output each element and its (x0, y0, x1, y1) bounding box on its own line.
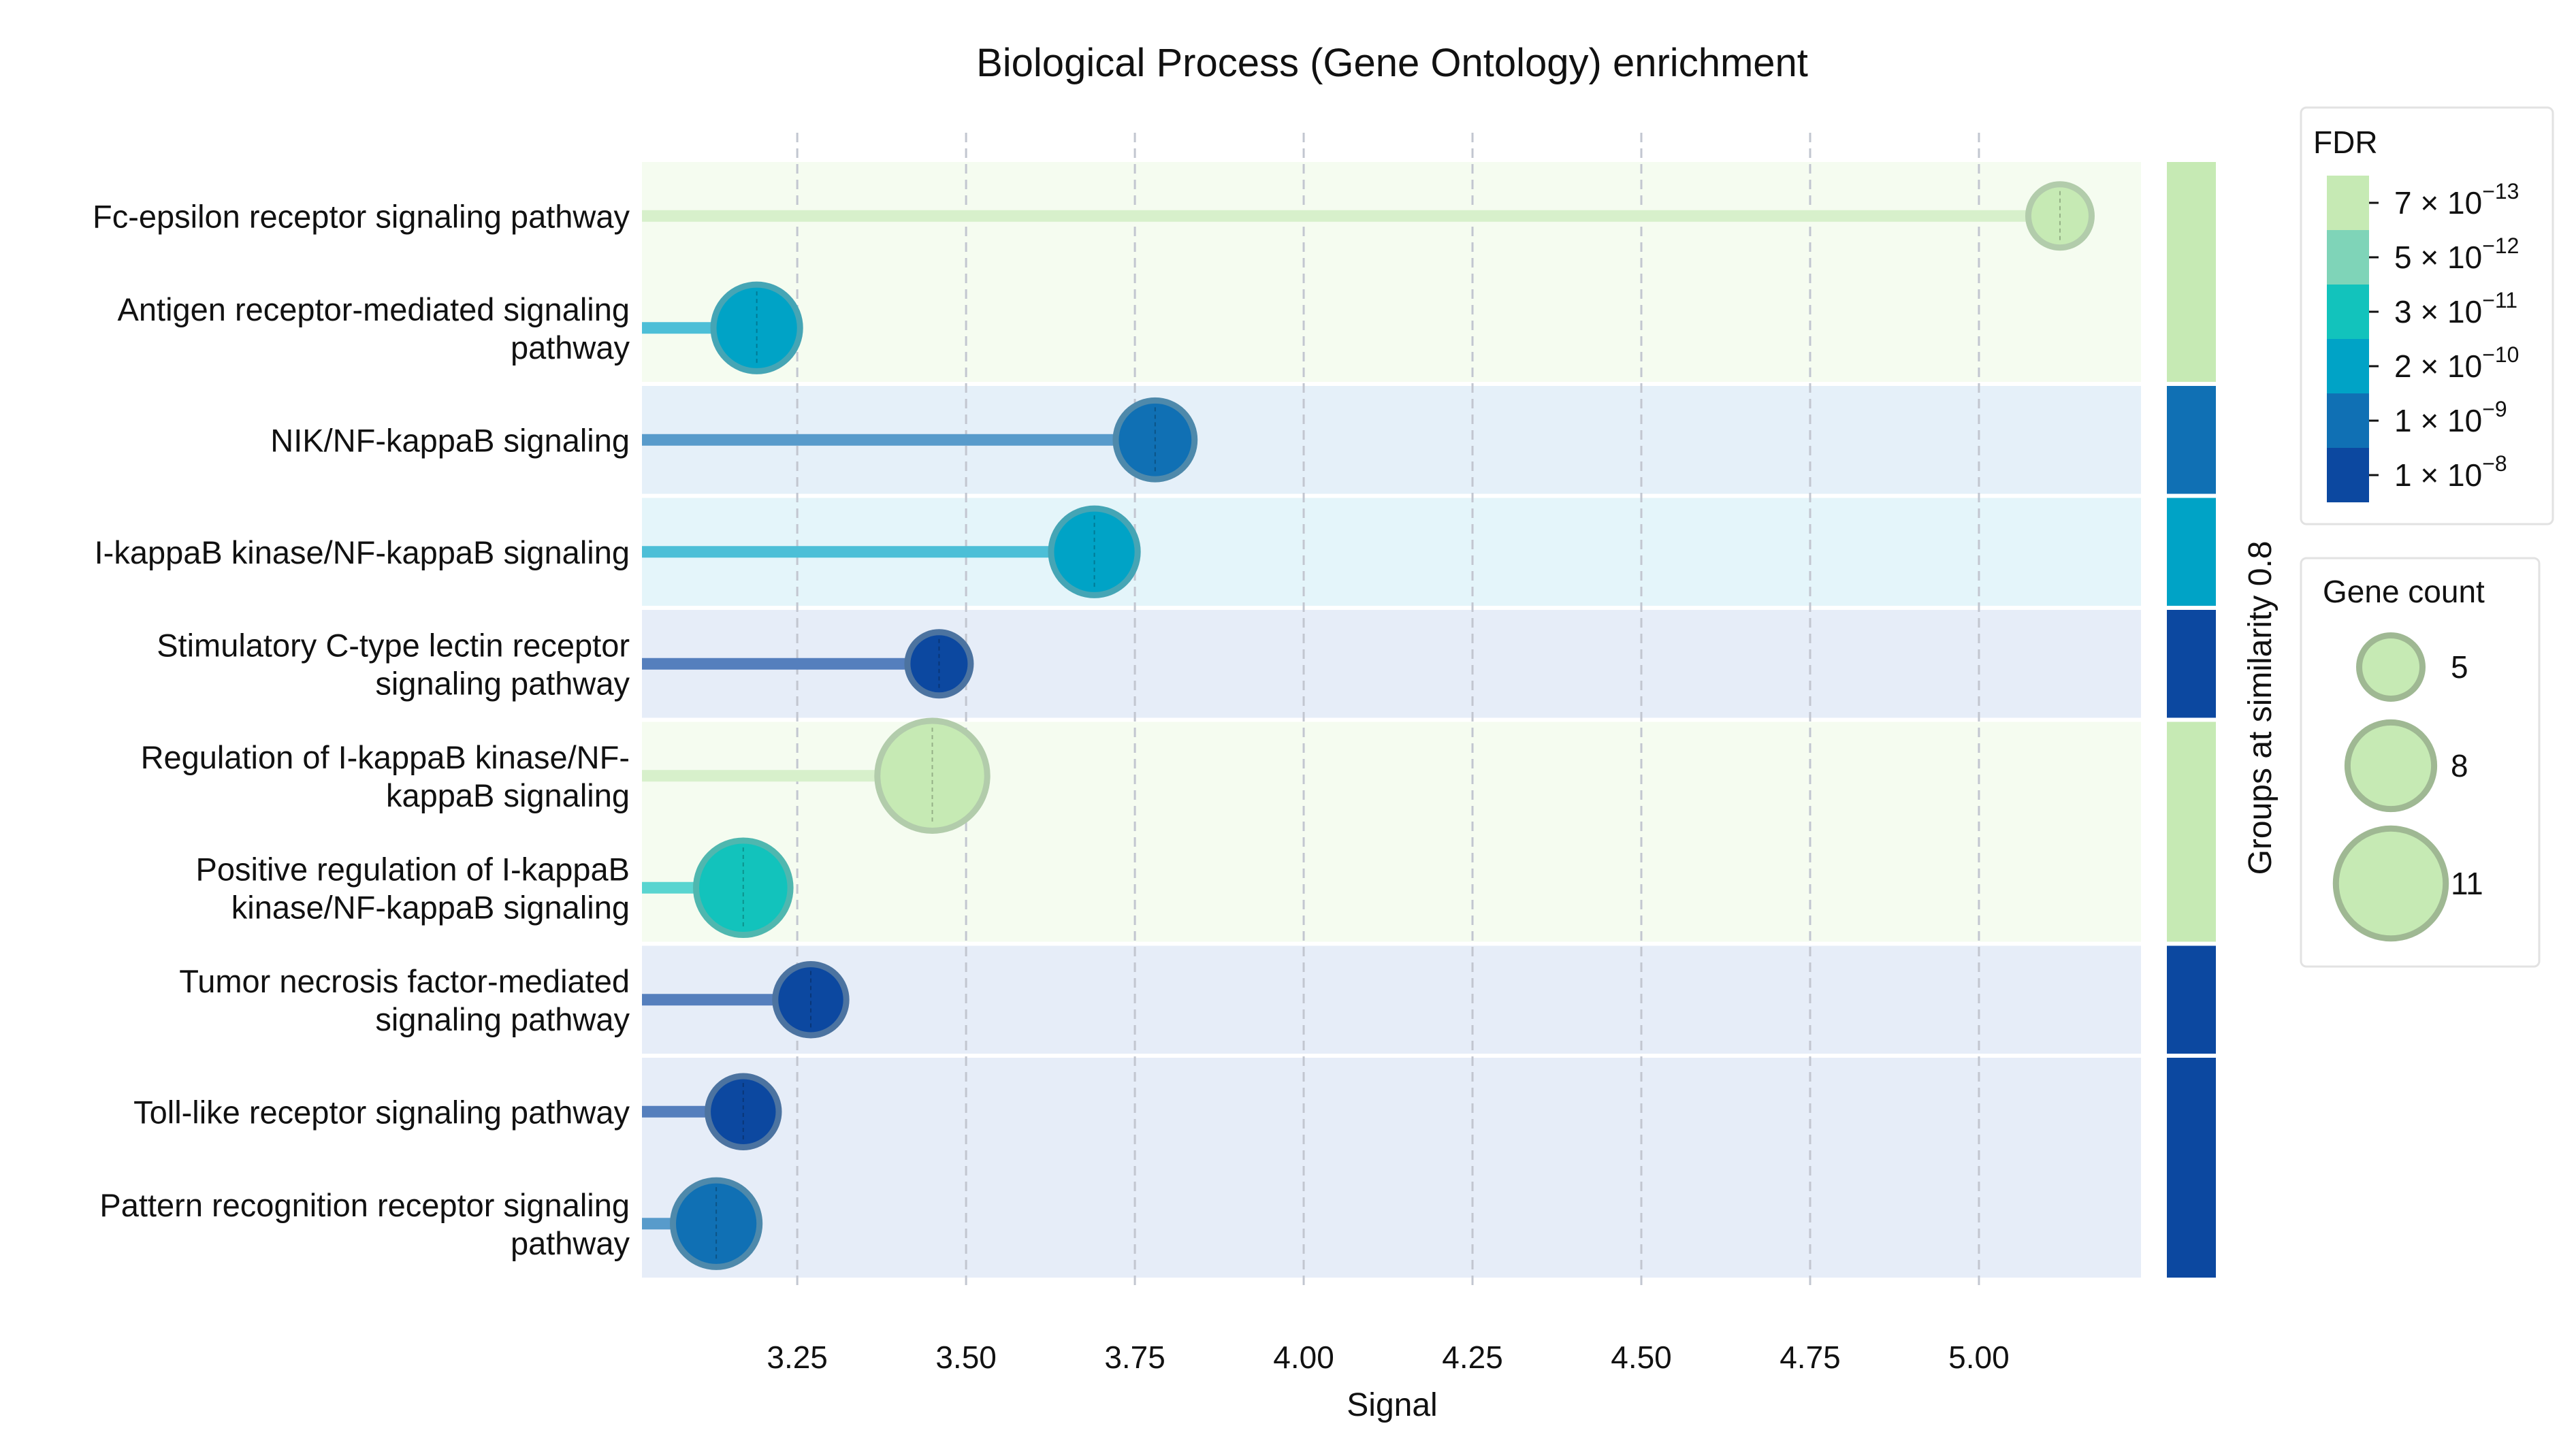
term-label: signaling pathway (375, 1001, 630, 1037)
x-tick-label: 4.75 (1780, 1340, 1841, 1375)
group-bar-segment (2167, 386, 2216, 494)
fdr-swatch (2327, 176, 2369, 230)
group-bar-segment (2167, 498, 2216, 606)
chart-title: Biological Process (Gene Ontology) enric… (976, 41, 1808, 85)
fdr-legend-label: 1 × 10−9 (2394, 397, 2507, 438)
fdr-legend-label: 5 × 10−12 (2394, 233, 2519, 275)
group-bar-segment (2167, 722, 2216, 942)
group-axis-label: Groups at similarity 0.8 (2242, 541, 2279, 875)
term-label: kappaB signaling (386, 777, 630, 813)
gridlines (796, 133, 1980, 1290)
term-label: Stimulatory C-type lectin receptor (157, 627, 630, 663)
group-bar-segment (2167, 162, 2216, 382)
group-band (642, 162, 2141, 382)
fdr-legend-label: 7 × 10−13 (2394, 179, 2519, 221)
fdr-legend: FDR 7 × 10−13 5 × 10−12 3 × 10−11 2 × 10−10 1… (2300, 106, 2554, 525)
lollipop-dot (710, 281, 803, 374)
gene-count-legend: Gene count 5 8 11 (2300, 557, 2541, 968)
fdr-legend-title: FDR (2313, 125, 2378, 160)
term-labels: Fc-epsilon receptor signaling pathway Ant… (93, 198, 630, 1261)
term-label: Pattern recognition receptor signaling (99, 1187, 630, 1223)
group-band (642, 1058, 2141, 1278)
gene-count-label: 11 (2451, 866, 2483, 901)
group-bar-segment (2167, 610, 2216, 718)
lollipop-dots (670, 181, 2095, 1270)
fdr-swatch (2327, 339, 2369, 393)
term-label: Positive regulation of I-kappaB (196, 851, 630, 887)
fdr-legend-label: 2 × 10−10 (2394, 342, 2519, 384)
term-label: Tumor necrosis factor-mediated (179, 963, 630, 999)
fdr-swatch (2327, 393, 2369, 448)
term-label: pathway (511, 1225, 630, 1261)
row-backgrounds (642, 162, 2141, 1278)
x-tick-label: 3.75 (1104, 1340, 1165, 1375)
term-label: Toll-like receptor signaling pathway (133, 1094, 630, 1130)
group-color-bar (2167, 162, 2216, 1278)
term-label: Regulation of I-kappaB kinase/NF- (141, 739, 630, 775)
fdr-swatch (2327, 285, 2369, 339)
lollipop-dot (772, 961, 850, 1039)
x-tick-label: 3.50 (935, 1340, 997, 1375)
lollipop-dot (1048, 505, 1141, 598)
x-tick-label: 3.25 (767, 1340, 828, 1375)
gene-count-circle (2356, 632, 2426, 702)
gene-count-label: 8 (2451, 748, 2468, 783)
term-label: signaling pathway (375, 665, 630, 701)
x-tick-label: 4.25 (1442, 1340, 1503, 1375)
x-axis: 3.25 3.50 3.75 4.00 4.25 4.50 4.75 5.00 (767, 1340, 2009, 1375)
fdr-legend-label: 1 × 10−8 (2394, 451, 2507, 493)
lollipop-dot (705, 1073, 782, 1150)
gene-count-circle (2332, 825, 2449, 942)
x-tick-label: 4.00 (1273, 1340, 1334, 1375)
x-tick-label: 5.00 (1948, 1340, 2010, 1375)
term-label: kinase/NF-kappaB signaling (231, 889, 630, 925)
term-label: pathway (511, 329, 630, 366)
fdr-legend-label: 3 × 10−11 (2394, 288, 2517, 329)
term-label: Antigen receptor-mediated signaling (118, 291, 630, 327)
group-band (642, 945, 2141, 1054)
group-bar-segment (2167, 945, 2216, 1054)
term-label: I-kappaB kinase/NF-kappaB signaling (95, 534, 630, 570)
group-band (642, 722, 2141, 942)
group-bar-segment (2167, 1058, 2216, 1278)
gene-count-circle (2344, 719, 2438, 813)
fdr-swatch (2327, 230, 2369, 285)
term-label: NIK/NF-kappaB signaling (270, 422, 630, 458)
x-axis-label: Signal (1347, 1387, 1437, 1423)
term-label: Fc-epsilon receptor signaling pathway (93, 198, 630, 234)
fdr-swatch (2327, 448, 2369, 502)
lollipop-dot (670, 1177, 763, 1270)
gene-count-legend-title: Gene count (2323, 574, 2485, 609)
gene-count-label: 5 (2451, 649, 2468, 685)
x-tick-label: 4.50 (1611, 1340, 1672, 1375)
